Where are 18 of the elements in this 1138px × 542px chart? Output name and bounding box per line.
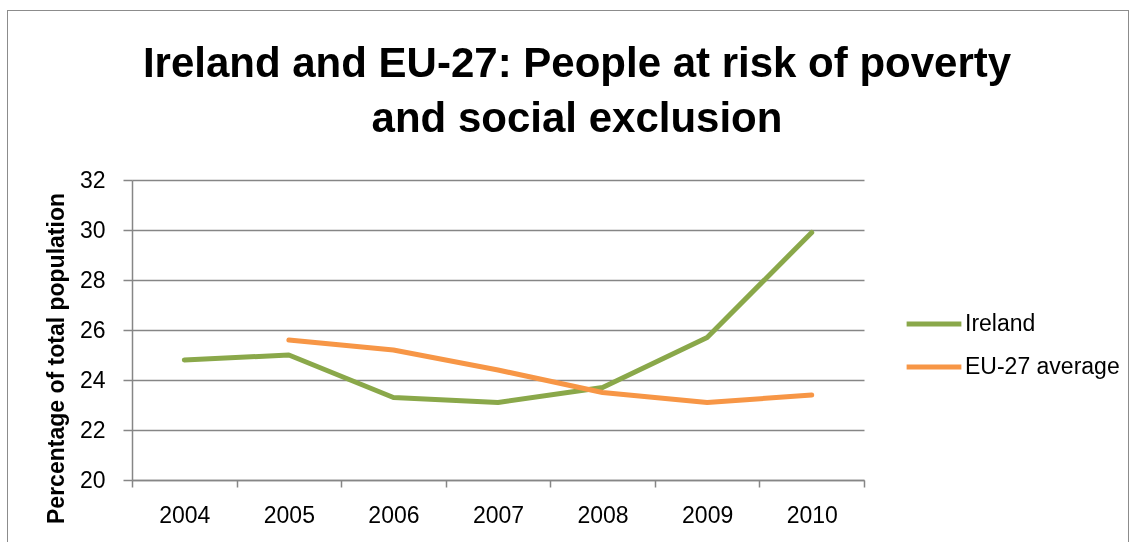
x-tick-label: 2004 (159, 501, 211, 528)
x-tick-label: 2007 (472, 501, 525, 528)
legend-label: Ireland (965, 310, 1036, 336)
y-tick-label: 22 (79, 416, 106, 443)
x-tick-label: 2005 (263, 501, 315, 528)
y-tick-label: 28 (79, 266, 106, 293)
y-tick-label: 26 (79, 316, 106, 343)
legend-label: EU-27 average (965, 353, 1120, 379)
x-tick-label: 2010 (786, 501, 838, 528)
chart-title: Ireland and EU-27: People at risk of poverty and social exclusion (142, 39, 1012, 141)
y-tick-label: 24 (79, 366, 106, 393)
x-tick-label: 2006 (368, 501, 420, 528)
x-tick-label: 2008 (577, 501, 629, 528)
x-tick-label: 2009 (682, 501, 734, 528)
y-tick-label: 32 (79, 166, 106, 193)
y-axis-title: Percentage of total population (42, 193, 69, 524)
y-tick-label: 20 (79, 466, 106, 493)
y-tick-label: 30 (79, 216, 106, 243)
